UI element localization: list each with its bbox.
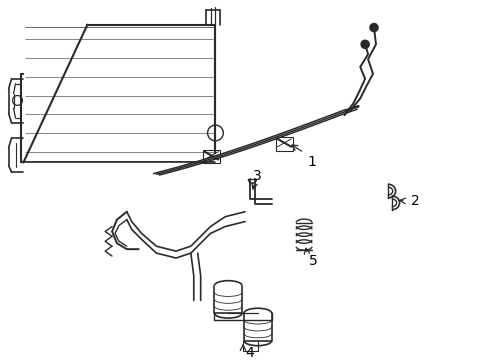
Text: 2: 2 bbox=[410, 194, 419, 208]
Text: 3: 3 bbox=[253, 169, 262, 183]
Bar bbox=[202, 150, 220, 163]
Bar bbox=[275, 137, 293, 151]
Text: 1: 1 bbox=[307, 154, 316, 168]
Circle shape bbox=[369, 24, 377, 32]
Text: 5: 5 bbox=[308, 254, 317, 268]
Text: 4: 4 bbox=[245, 346, 254, 360]
Circle shape bbox=[361, 40, 368, 48]
